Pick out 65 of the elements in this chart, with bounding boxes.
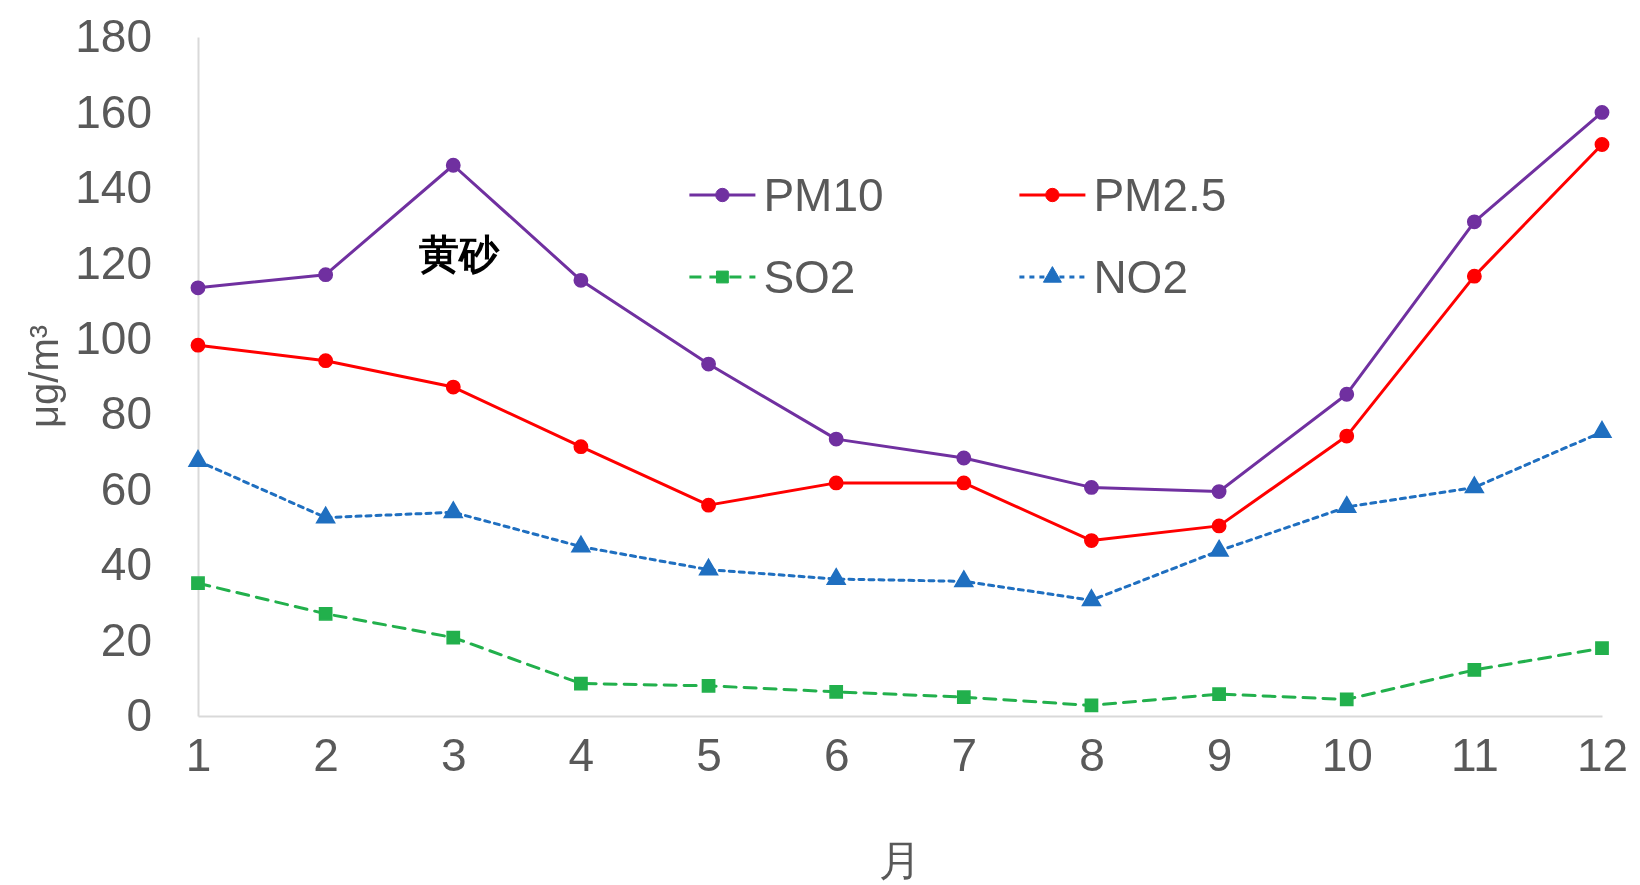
point xyxy=(1084,533,1099,548)
point xyxy=(318,267,334,283)
point xyxy=(190,280,206,296)
point xyxy=(1595,641,1609,655)
y-tick-label: 120 xyxy=(75,236,152,289)
point xyxy=(956,450,972,466)
x-tick-label: 11 xyxy=(1450,728,1499,781)
point xyxy=(1466,268,1482,284)
point xyxy=(701,497,716,513)
point xyxy=(1211,484,1227,499)
legend-label: PM2.5 xyxy=(1093,169,1227,221)
point xyxy=(828,475,844,491)
x-tick-label: 2 xyxy=(313,728,339,781)
y-tick-label: 60 xyxy=(100,462,152,515)
x-tick-label: 8 xyxy=(1079,728,1105,781)
point xyxy=(828,431,844,447)
point xyxy=(445,157,461,173)
point xyxy=(701,678,716,693)
y-tick-label: 180 xyxy=(75,10,152,63)
x-tick-label: 7 xyxy=(951,728,978,781)
legend-label: SO2 xyxy=(763,251,856,303)
point xyxy=(574,676,588,691)
y-tick-label: 20 xyxy=(100,613,152,666)
y-tick-label: 0 xyxy=(126,689,152,742)
point xyxy=(1212,687,1226,701)
point xyxy=(318,353,334,369)
y-tick-label: 140 xyxy=(75,161,152,214)
y-tick-label: 100 xyxy=(75,312,152,364)
point xyxy=(573,272,589,288)
point xyxy=(1594,137,1610,152)
x-tick-label: 4 xyxy=(568,728,595,781)
x-tick-label: 6 xyxy=(823,728,850,781)
y-tick-label: 40 xyxy=(100,538,152,591)
x-tick-label: 9 xyxy=(1206,728,1233,781)
y-tick-label: 80 xyxy=(100,387,152,440)
point xyxy=(1467,663,1482,677)
x-axis-title: 月 xyxy=(879,837,921,884)
point xyxy=(191,576,205,591)
legend-label: PM10 xyxy=(763,169,884,221)
point xyxy=(446,630,461,645)
x-tick-label: 10 xyxy=(1321,728,1373,781)
point xyxy=(445,379,461,395)
point xyxy=(190,337,206,353)
point xyxy=(1084,479,1099,495)
point xyxy=(1339,428,1355,444)
point xyxy=(573,439,589,455)
legend-label: NO2 xyxy=(1093,251,1188,303)
point xyxy=(956,475,972,491)
x-tick-label: 5 xyxy=(696,728,722,781)
point xyxy=(956,690,971,705)
point xyxy=(701,356,716,372)
point xyxy=(1339,692,1354,707)
point xyxy=(1594,105,1610,120)
annotation: 黄砂 xyxy=(419,232,501,276)
point xyxy=(1339,386,1355,402)
point xyxy=(1084,698,1099,713)
y-axis-title: μg/m³ xyxy=(22,324,66,429)
point xyxy=(829,684,844,699)
point xyxy=(318,606,333,621)
x-tick-label: 1 xyxy=(185,728,212,781)
x-tick-label: 3 xyxy=(440,728,467,781)
x-tick-label: 12 xyxy=(1576,728,1629,781)
point xyxy=(1211,518,1227,534)
y-tick-label: 160 xyxy=(75,85,152,138)
point xyxy=(1466,214,1482,230)
